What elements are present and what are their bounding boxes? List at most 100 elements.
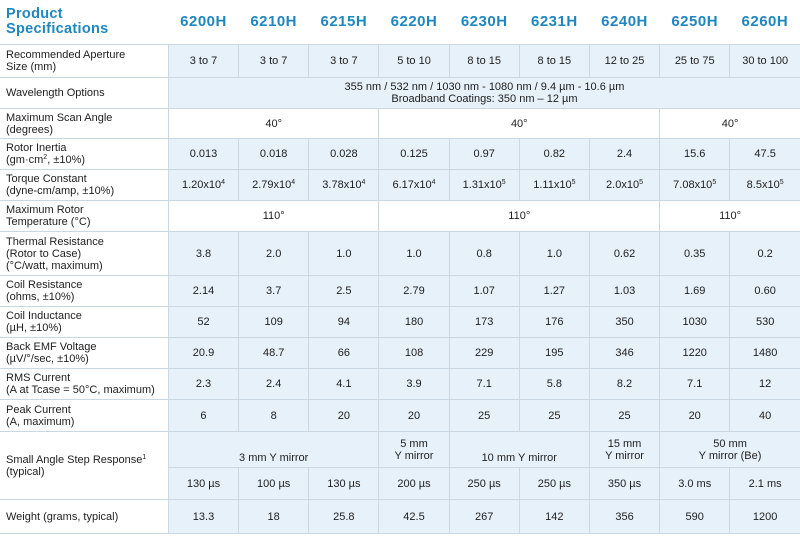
- cell: 100 µs: [238, 467, 309, 500]
- cell: 142: [518, 499, 590, 534]
- cell: 5 to 10: [378, 44, 450, 78]
- header-row: Product Specifications 6200H 6210H 6215H …: [0, 0, 800, 45]
- cell: 1.11x105: [518, 169, 590, 201]
- cell: 7.1: [659, 368, 730, 400]
- row-step-response-values: 130 µs 100 µs 130 µs 200 µs 250 µs 250 µ…: [0, 467, 800, 500]
- cell: 7.08x105: [659, 169, 730, 201]
- cell: 3 to 7: [308, 44, 379, 78]
- model-6200h: 6200H: [168, 0, 239, 45]
- model-6260h: 6260H: [729, 0, 800, 45]
- cell: 110°: [659, 200, 800, 232]
- cell: 130 µs: [308, 467, 379, 500]
- row-label: Recommended Aperture Size (mm): [0, 44, 169, 78]
- cell: 12: [729, 368, 800, 400]
- cell: 20.9: [167, 337, 239, 369]
- row-step-response-mirrors: Small Angle Step Response1 (typical) 3 mm…: [0, 431, 800, 500]
- cell: 130 µs: [167, 467, 239, 500]
- cell: 1.0: [308, 231, 379, 276]
- row-label: Small Angle Step Response1 (typical): [0, 431, 169, 500]
- row-label: Coil Resistance (ohms, ±10%): [0, 275, 169, 307]
- cell: 0.013: [167, 138, 239, 170]
- cell: 0.125: [378, 138, 450, 170]
- cell: 1.0: [378, 231, 450, 276]
- mirror-cell: 15 mm Y mirror: [588, 431, 660, 468]
- cell: 40°: [659, 108, 800, 139]
- cell: 356: [588, 499, 660, 534]
- cell: 590: [659, 499, 730, 534]
- cell: 3.8: [167, 231, 239, 276]
- row-label: Maximum Scan Angle (degrees): [0, 108, 169, 139]
- cell: 8.5x105: [729, 169, 800, 201]
- cell: 4.1: [308, 368, 379, 400]
- cell: 110°: [378, 200, 660, 232]
- cell: 2.0x105: [588, 169, 660, 201]
- row-rms-current: RMS Current (A at Tcase = 50°C, maximum) …: [0, 368, 800, 400]
- cell: 25 to 75: [659, 44, 730, 78]
- cell: 1220: [659, 337, 730, 369]
- cell: 2.1 ms: [729, 467, 800, 500]
- cell: 94: [308, 306, 379, 338]
- cell: 66: [308, 337, 379, 369]
- cell: 1.03: [588, 275, 660, 307]
- row-label: Thermal Resistance (Rotor to Case) (°C/wat…: [0, 231, 169, 276]
- row-back-emf: Back EMF Voltage (µV/°/sec, ±10%) 20.9 48…: [0, 337, 800, 369]
- cell: 25: [518, 399, 590, 432]
- cell: 1.20x104: [167, 169, 239, 201]
- cell: 0.62: [588, 231, 660, 276]
- cell: 7.1: [448, 368, 520, 400]
- cell: 2.0: [238, 231, 309, 276]
- row-rotor-inertia: Rotor Inertia (gm·cm2, ±10%) 0.013 0.018 …: [0, 138, 800, 170]
- row-label: Rotor Inertia (gm·cm2, ±10%): [0, 138, 169, 170]
- cell: 25: [588, 399, 660, 432]
- cell: 2.4: [588, 138, 660, 170]
- row-label: Peak Current (A, maximum): [0, 399, 169, 432]
- cell: 2.14: [167, 275, 239, 307]
- cell: 1.0: [518, 231, 590, 276]
- cell: 8: [238, 399, 309, 432]
- model-6220h: 6220H: [378, 0, 450, 45]
- table-title: Product Specifications: [0, 0, 169, 45]
- row-weight: Weight (grams, typical) 13.3 18 25.8 42.…: [0, 499, 800, 534]
- cell: 0.97: [448, 138, 520, 170]
- cell: 3.78x104: [308, 169, 379, 201]
- cell: 47.5: [729, 138, 800, 170]
- cell: 2.79: [378, 275, 450, 307]
- cell: 1.31x105: [448, 169, 520, 201]
- row-label: Coil Inductance (µH, ±10%): [0, 306, 169, 338]
- mirror-cell: 3 mm Y mirror: [167, 431, 379, 468]
- cell: 2.3: [167, 368, 239, 400]
- cell: 2.4: [238, 368, 309, 400]
- cell: 40°: [378, 108, 660, 139]
- cell: 2.5: [308, 275, 379, 307]
- cell: 20: [308, 399, 379, 432]
- row-label: Weight (grams, typical): [0, 499, 169, 534]
- cell: 3.7: [238, 275, 309, 307]
- model-6230h: 6230H: [449, 0, 520, 45]
- cell: 2.79x104: [238, 169, 309, 201]
- cell: 42.5: [378, 499, 450, 534]
- cell: 3.0 ms: [659, 467, 730, 500]
- cell: 1.27: [518, 275, 590, 307]
- cell: 0.35: [659, 231, 730, 276]
- cell: 6.17x104: [378, 169, 450, 201]
- cell: 0.60: [729, 275, 800, 307]
- cell: 25.8: [308, 499, 379, 534]
- cell: 18: [238, 499, 309, 534]
- cell: 25: [448, 399, 520, 432]
- cell: 8 to 15: [448, 44, 520, 78]
- mirror-cell: 50 mm Y mirror (Be): [659, 431, 800, 468]
- cell: 0.8: [448, 231, 520, 276]
- cell: 110°: [167, 200, 379, 232]
- model-6215h: 6215H: [308, 0, 379, 45]
- cell: 3 to 7: [238, 44, 309, 78]
- mirror-cell: 5 mm Y mirror: [378, 431, 450, 468]
- model-6250h: 6250H: [659, 0, 730, 45]
- cell: 13.3: [167, 499, 239, 534]
- cell: 195: [518, 337, 590, 369]
- cell: 1.69: [659, 275, 730, 307]
- row-peak-current: Peak Current (A, maximum) 6 8 20 20 25 25…: [0, 399, 800, 432]
- cell: 3 to 7: [167, 44, 239, 78]
- cell: 40°: [167, 108, 379, 139]
- cell: 15.6: [659, 138, 730, 170]
